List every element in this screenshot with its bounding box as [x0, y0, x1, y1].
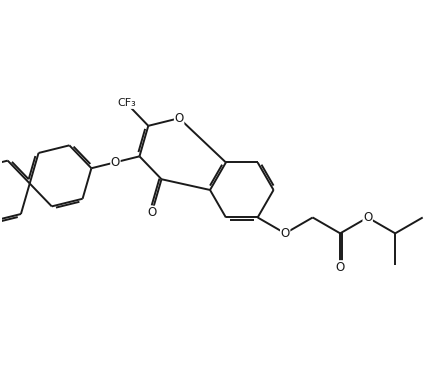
Text: O: O — [363, 211, 372, 224]
Text: O: O — [175, 112, 184, 125]
Text: O: O — [111, 156, 120, 169]
Text: O: O — [336, 261, 345, 274]
Text: O: O — [147, 206, 156, 219]
Text: CF₃: CF₃ — [117, 98, 135, 108]
Text: CF₃: CF₃ — [117, 98, 135, 108]
Text: O: O — [281, 227, 290, 240]
